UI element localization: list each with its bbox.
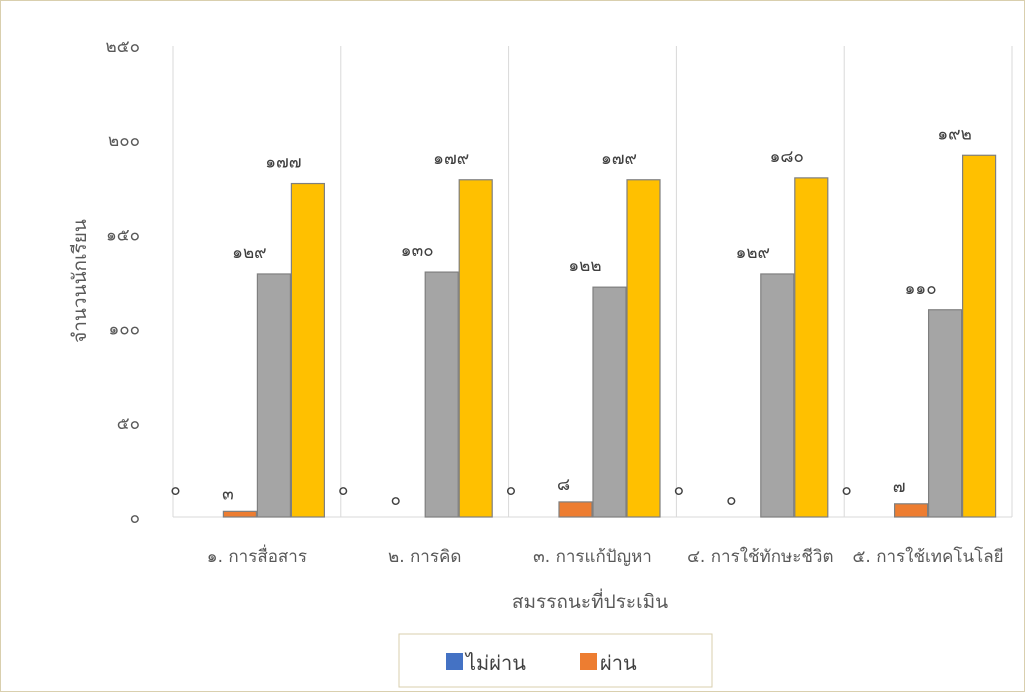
bar: [961, 154, 997, 518]
data-label: ๑๑๐: [905, 279, 937, 299]
data-label: ๐: [674, 480, 684, 500]
data-label: ๘: [557, 475, 570, 495]
bar: [458, 179, 493, 518]
bar: [558, 501, 593, 518]
legend-label: ไม่ผ่าน: [464, 651, 526, 675]
x-tick-label: ๓. การแก้ปัญหา: [533, 547, 652, 567]
data-label: ๑๒๙: [736, 243, 770, 263]
y-tick-label: ๑๐๐: [108, 320, 140, 340]
legend-label: ผ่าน: [600, 651, 637, 675]
bar: [927, 309, 963, 518]
data-label: ๑๒๒: [568, 256, 601, 276]
data-label: ๗: [893, 477, 906, 497]
data-label: ๑๗๙: [433, 149, 469, 169]
bar: [256, 273, 291, 518]
bar: [626, 179, 661, 518]
data-label: ๐: [726, 490, 736, 510]
data-label: ๑๓๐: [401, 241, 434, 261]
x-axis-title: สมรรถนะที่ประเมิน: [512, 588, 668, 613]
data-label: ๓: [222, 484, 234, 504]
y-tick-label: ๒๕๐: [106, 37, 140, 57]
bar: [290, 182, 325, 518]
data-label: ๐: [338, 480, 348, 500]
data-label: ๐: [506, 480, 516, 500]
legend-swatch: [446, 653, 463, 670]
data-label: ๐: [170, 480, 180, 500]
legend-swatch: [580, 653, 597, 670]
data-label: ๑๗๗: [265, 153, 301, 173]
y-tick-label: ๐: [130, 508, 140, 528]
x-tick-label: ๒. การคิด: [388, 547, 461, 567]
bar: [794, 177, 829, 518]
y-tick-label: ๕๐: [117, 414, 140, 434]
bar: [424, 271, 459, 518]
data-label: ๑๒๙: [232, 243, 266, 263]
x-tick-label: ๕. การใช้เทคโนโลยี: [853, 546, 1004, 567]
data-label: ๑๘๐: [770, 147, 804, 167]
data-label: ๑๙๒: [937, 124, 971, 144]
legend-box: [398, 633, 713, 688]
bar: [592, 286, 627, 518]
y-tick-label: ๒๐๐: [108, 131, 140, 151]
y-axis-title: จำนวนนักเรียน: [69, 219, 91, 343]
data-label: ๐: [841, 480, 851, 500]
data-label: ๐: [391, 490, 401, 510]
x-tick-label: ๑. การสื่อสาร: [207, 544, 307, 567]
bar: [760, 273, 795, 518]
x-tick-label: ๔. การใช้ทักษะชีวิต: [687, 546, 833, 567]
y-tick-label: ๑๕๐: [106, 225, 140, 245]
bar: [893, 503, 929, 518]
data-label: ๑๗๙: [601, 149, 637, 169]
bar: [222, 510, 257, 518]
